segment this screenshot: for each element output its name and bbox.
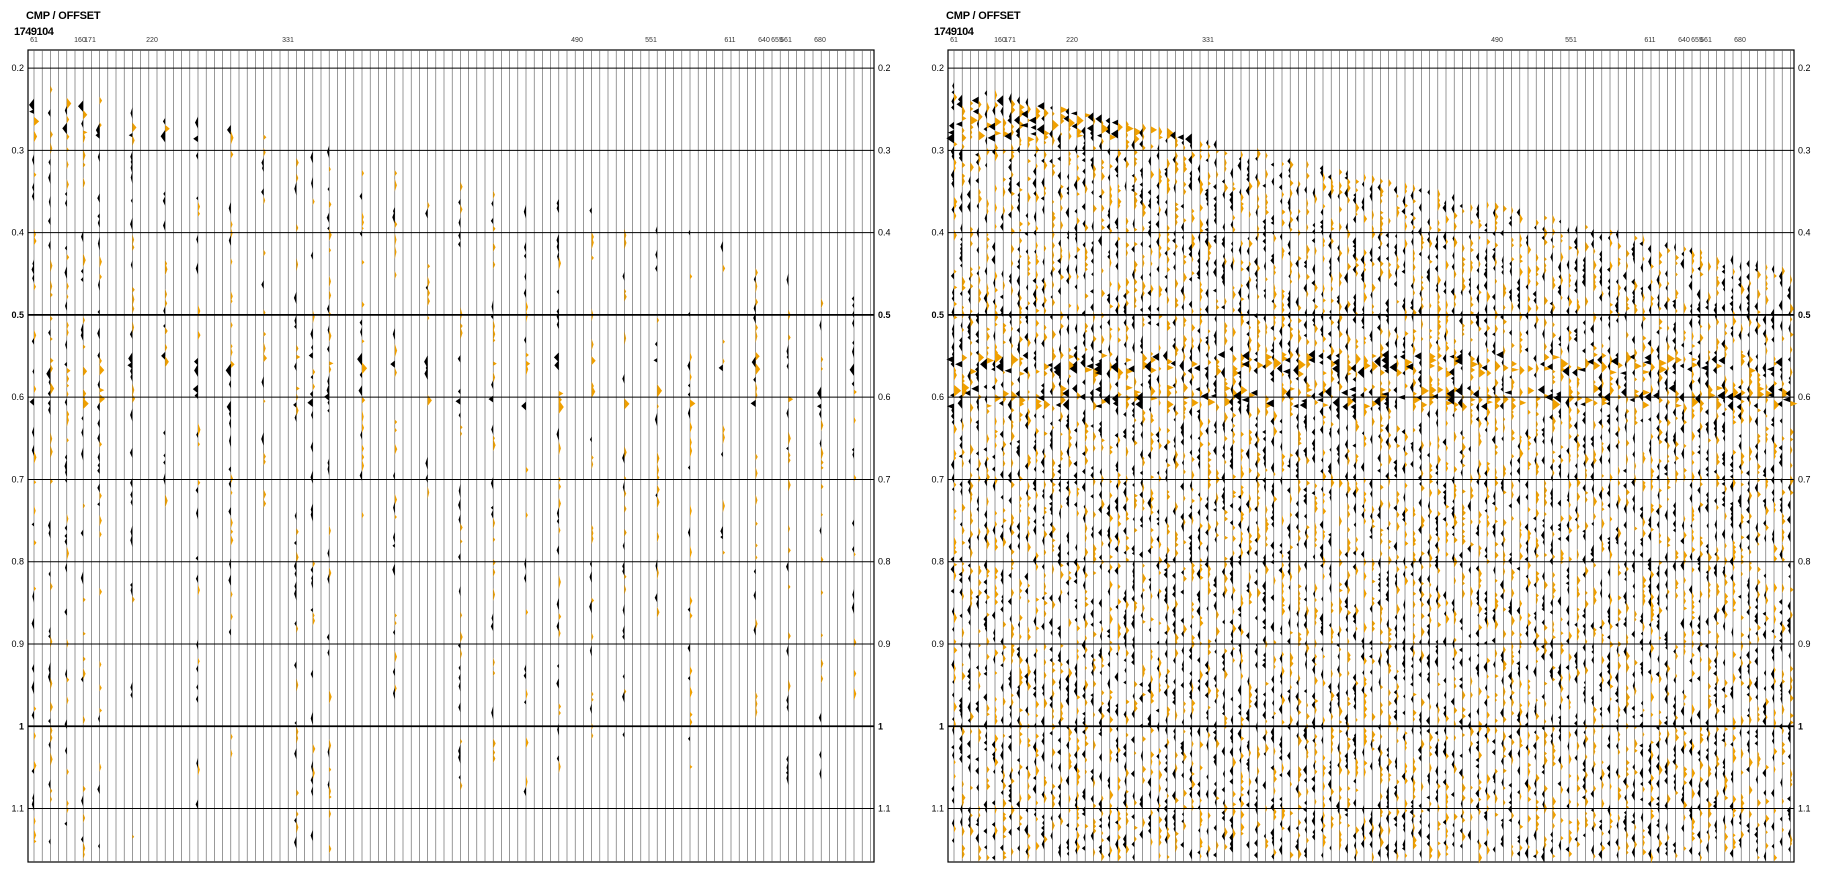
time-tick-label-left: 0.9 xyxy=(11,639,24,649)
time-tick-label-left: 0.9 xyxy=(931,639,944,649)
offset-tick-label: 661 xyxy=(1700,37,1712,44)
wiggle-traces xyxy=(946,82,1798,864)
offset-tick-label: 61 xyxy=(950,37,958,44)
offset-tick-label: 160 xyxy=(994,37,1006,44)
time-tick-label-right: 0.9 xyxy=(1798,639,1811,649)
time-tick-label-left: 0.3 xyxy=(931,145,944,155)
offset-tick-label: 640 xyxy=(1678,37,1690,44)
offset-tick-label: 661 xyxy=(780,37,792,44)
time-tick-label-left: 0.4 xyxy=(931,228,944,238)
offset-tick-label: 160 xyxy=(74,37,86,44)
cmp-number: 1749104 xyxy=(934,26,974,38)
offset-tick-label: 611 xyxy=(724,37,735,44)
wiggle-traces xyxy=(29,85,857,859)
time-tick-label-left: 0.6 xyxy=(931,392,944,402)
time-tick-label-left: 1 xyxy=(939,721,944,731)
time-tick-label-left: 0.8 xyxy=(931,557,944,567)
time-tick-label-right: 1 xyxy=(878,721,883,731)
time-tick-label-left: 1 xyxy=(19,721,24,731)
time-grid: 0.2 0.2 0.3 0.3 0.4 0.4 0.5 0.5 0.6 0.6 0.7 0.7 0.8 0… xyxy=(11,63,890,813)
offset-tick-label: 171 xyxy=(1004,37,1016,44)
offset-tick-label: 220 xyxy=(1066,37,1078,44)
time-tick-label-right: 0.6 xyxy=(1798,392,1811,402)
time-tick-label-left: 0.4 xyxy=(11,228,24,238)
panel-title: CMP / OFFSET xyxy=(26,10,101,22)
seismic-panel-right: CMP / OFFSET 1749104 61 160 171 220 331 490 55… xyxy=(920,0,1820,869)
offset-tick-label: 61 xyxy=(30,37,38,44)
time-tick-label-left: 0.6 xyxy=(11,392,24,402)
time-tick-label-right: 0.3 xyxy=(878,145,891,155)
time-tick-label-left: 0.2 xyxy=(931,63,944,73)
seismic-panel-left: CMP / OFFSET 1749104 61 160 171 220 331 490 55… xyxy=(0,0,900,869)
offset-tick-label: 171 xyxy=(84,37,96,44)
offset-tick-label: 680 xyxy=(1734,37,1746,44)
time-grid: 0.2 0.2 0.3 0.3 0.4 0.4 0.5 0.5 0.6 0.6 0.7 0.7 0.8 0… xyxy=(931,63,1810,813)
time-tick-label-left: 0.2 xyxy=(11,63,24,73)
time-tick-label-right: 0.6 xyxy=(878,392,891,402)
time-tick-label-right: 1.1 xyxy=(878,804,891,814)
time-tick-label-right: 0.2 xyxy=(878,63,891,73)
time-tick-label-right: 0.2 xyxy=(1798,63,1811,73)
offset-tick-label: 220 xyxy=(146,37,158,44)
time-tick-label-right: 0.7 xyxy=(878,474,891,484)
offset-tick-label: 490 xyxy=(571,37,583,44)
offset-tick-label: 331 xyxy=(282,37,294,44)
time-tick-label-right: 1.1 xyxy=(1798,804,1811,814)
time-tick-label-left: 0.5 xyxy=(931,310,944,320)
time-tick-label-left: 0.5 xyxy=(11,310,24,320)
time-tick-label-right: 0.3 xyxy=(1798,145,1811,155)
time-tick-label-left: 1.1 xyxy=(931,804,944,814)
panel-title: CMP / OFFSET xyxy=(946,10,1021,22)
offset-tick-label: 655 xyxy=(771,37,783,44)
time-tick-label-left: 0.3 xyxy=(11,145,24,155)
time-tick-label-right: 1 xyxy=(1798,721,1803,731)
time-tick-label-left: 1.1 xyxy=(11,804,24,814)
time-tick-label-right: 0.5 xyxy=(1798,310,1811,320)
time-tick-label-left: 0.8 xyxy=(11,557,24,567)
offset-tick-label: 655 xyxy=(1691,37,1703,44)
offset-tick-label: 551 xyxy=(645,37,657,44)
offset-tick-label: 490 xyxy=(1491,37,1503,44)
offset-tick-label: 551 xyxy=(1565,37,1577,44)
offset-tick-label: 331 xyxy=(1202,37,1214,44)
time-tick-label-right: 0.9 xyxy=(878,639,891,649)
time-tick-label-right: 0.4 xyxy=(878,228,891,238)
time-tick-label-right: 0.8 xyxy=(878,557,891,567)
time-tick-label-left: 0.7 xyxy=(931,474,944,484)
cmp-number: 1749104 xyxy=(14,26,54,38)
time-tick-label-right: 0.7 xyxy=(1798,474,1811,484)
offset-tick-label: 680 xyxy=(814,37,826,44)
time-tick-label-left: 0.7 xyxy=(11,474,24,484)
time-tick-label-right: 0.8 xyxy=(1798,557,1811,567)
time-tick-label-right: 0.4 xyxy=(1798,228,1811,238)
offset-tick-label: 611 xyxy=(1644,37,1655,44)
plot-frame xyxy=(27,49,875,863)
offset-tick-label: 640 xyxy=(758,37,770,44)
time-tick-label-right: 0.5 xyxy=(878,310,891,320)
